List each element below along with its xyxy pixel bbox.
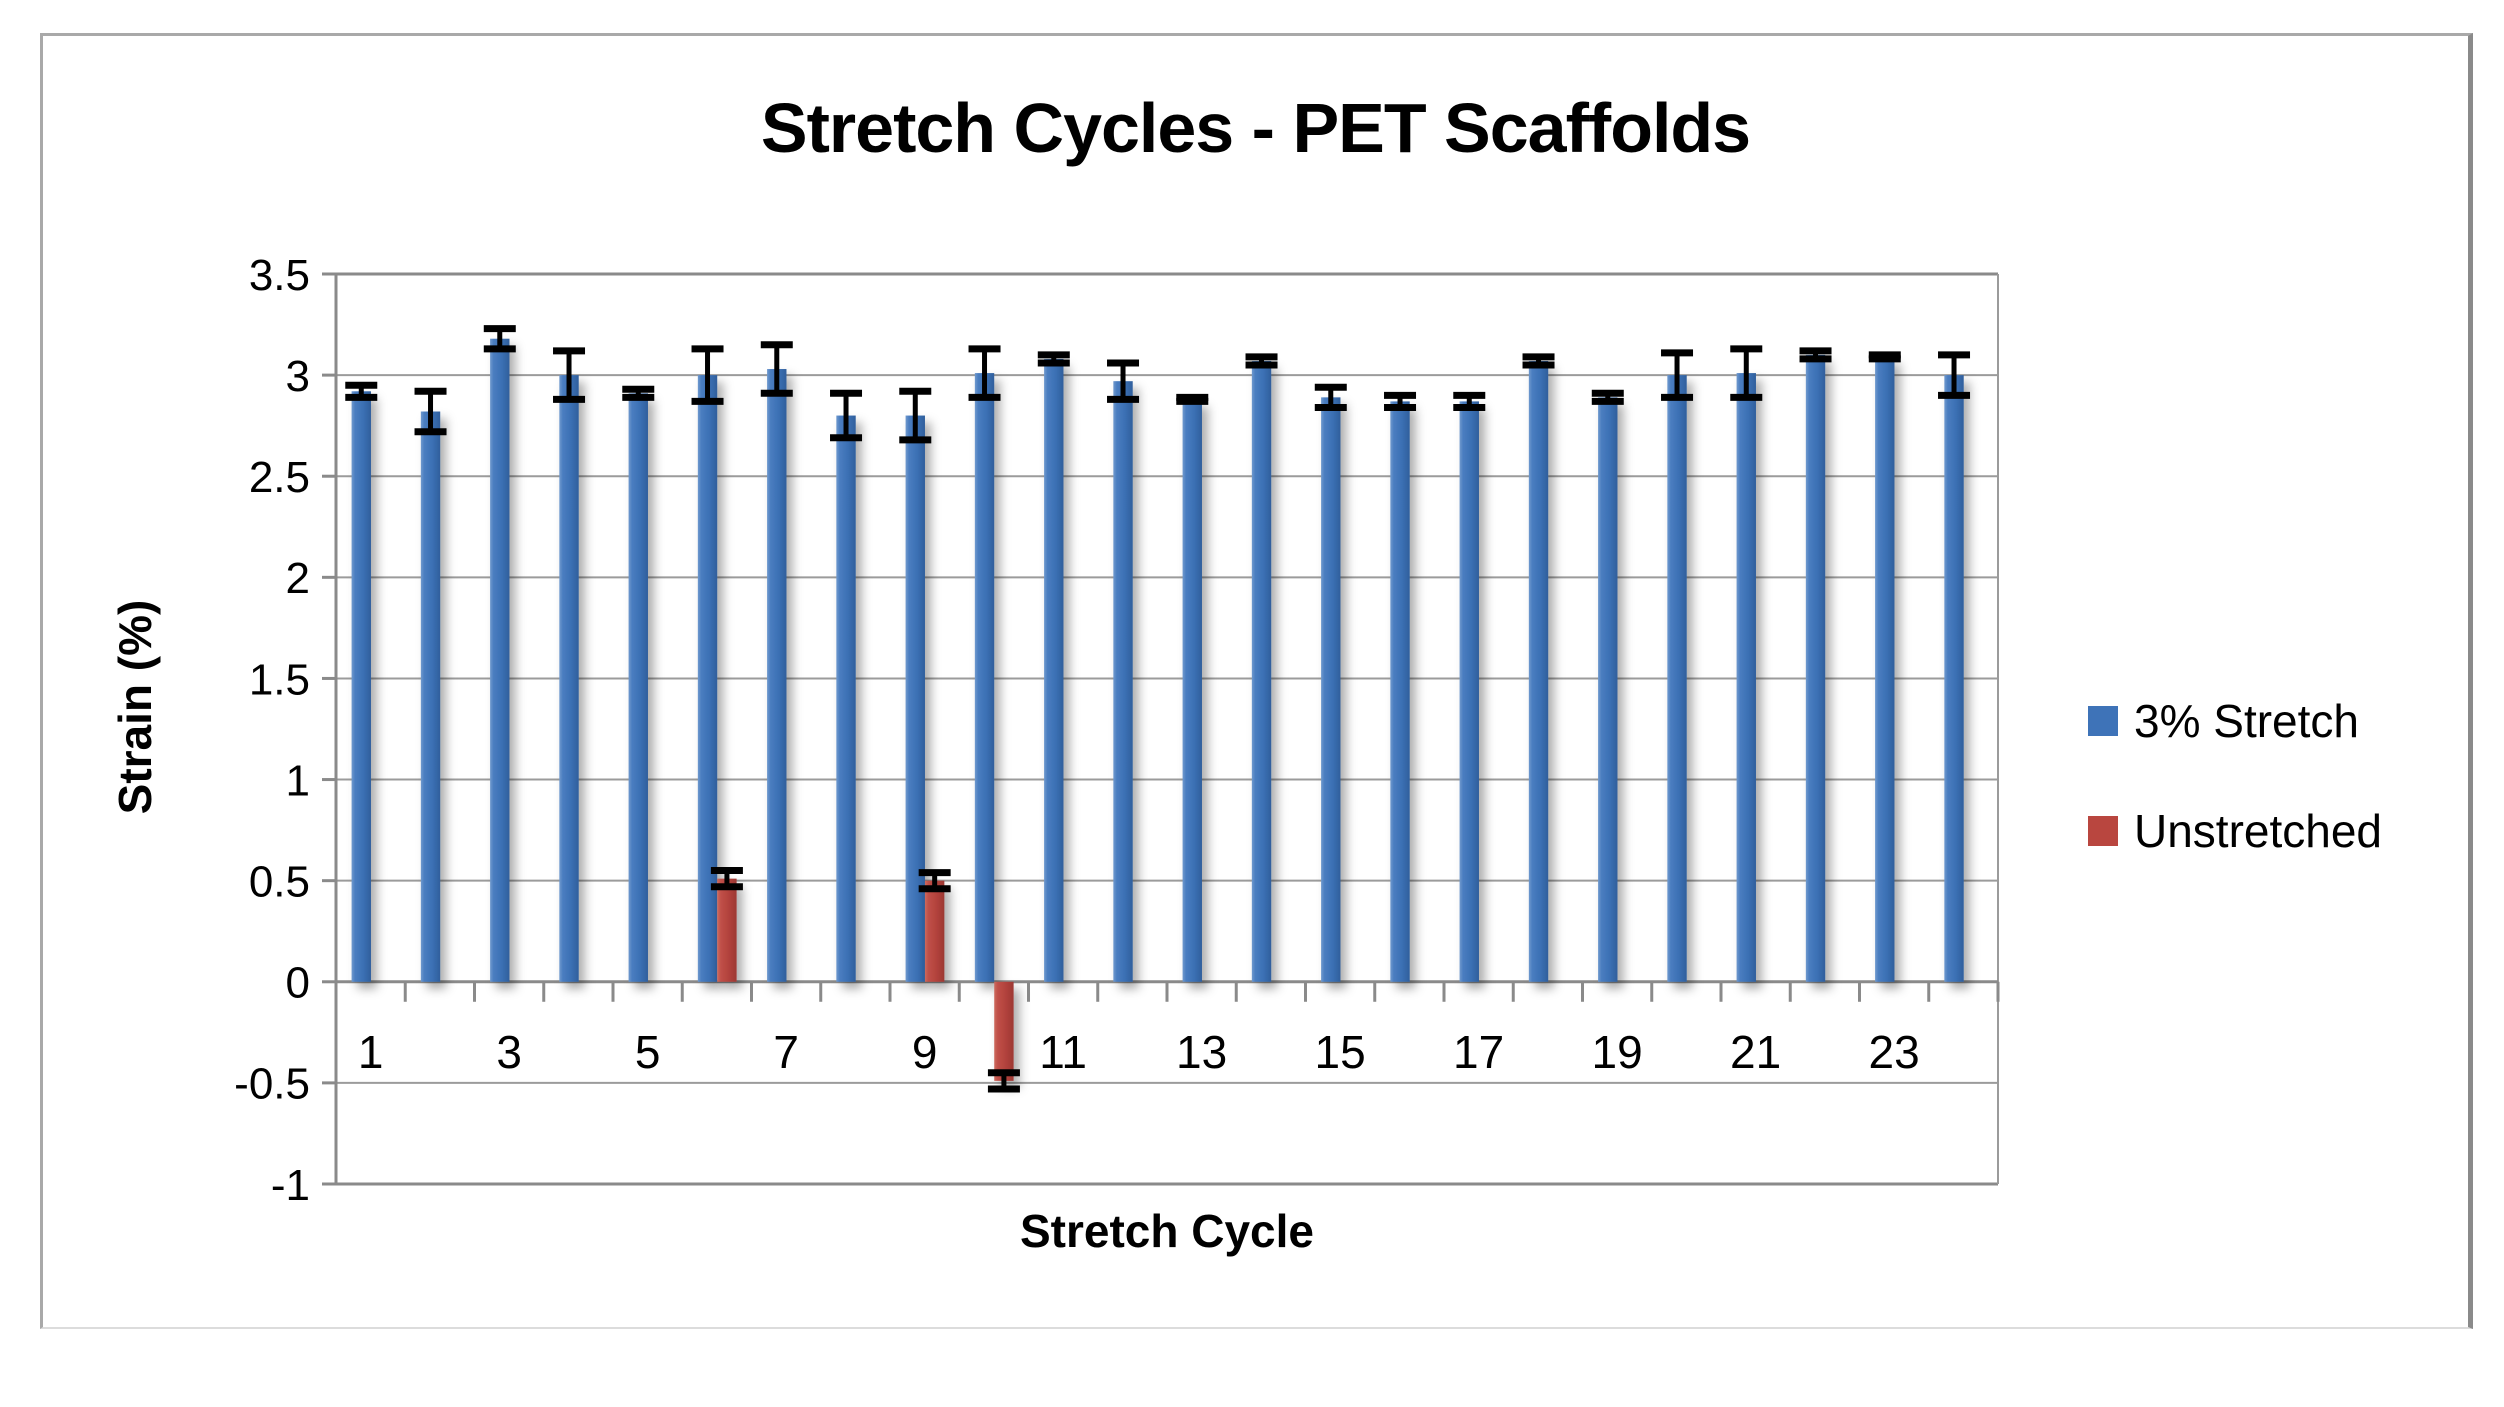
legend-item-3pct-stretch: 3% Stretch — [2088, 694, 2382, 748]
legend-label: 3% Stretch — [2134, 695, 2359, 747]
bar-3pct-stretch — [905, 415, 925, 982]
y-tick-label: 0.5 — [249, 858, 310, 907]
error-bar — [1661, 349, 1694, 401]
bar-3pct-stretch — [1113, 381, 1133, 982]
x-tick-label: 5 — [635, 1026, 661, 1078]
error-bar — [830, 389, 863, 442]
bar-unstretched — [924, 880, 945, 982]
legend-item-unstretched: Unstretched — [2088, 804, 2382, 858]
chart-title: Stretch Cycles - PET Scaffolds — [760, 89, 1751, 167]
error-bar — [1730, 345, 1763, 401]
bar-3pct-stretch — [351, 391, 371, 982]
x-tick-label: 3 — [496, 1026, 522, 1078]
bar-3pct-stretch — [1044, 358, 1064, 982]
y-tick-label: 1 — [286, 756, 310, 805]
error-bar — [1107, 359, 1140, 403]
error-bar — [414, 387, 447, 436]
error-bar — [1938, 351, 1971, 399]
error-bar — [1591, 389, 1624, 405]
bar-3pct-stretch — [1459, 401, 1479, 982]
bar-3pct-stretch — [697, 375, 718, 982]
error-bar — [1037, 351, 1070, 367]
x-tick-label: 23 — [1869, 1026, 1920, 1078]
error-bar — [622, 385, 655, 401]
error-bar — [899, 387, 932, 444]
y-tick-label: 2.5 — [249, 453, 310, 502]
error-bar — [1453, 391, 1486, 411]
error-bar — [760, 341, 793, 397]
y-tick-label: 1.5 — [249, 655, 310, 704]
bar-3pct-stretch — [1528, 360, 1549, 982]
bar-unstretched — [717, 878, 737, 982]
bar-3pct-stretch — [559, 375, 579, 982]
x-tick-label: 21 — [1730, 1026, 1781, 1078]
chart-frame: -1 -0.5 0 0.5 1 1.5 2 2.5 3 3.5 1 3 5 7 9 11 13 15 17 19 21 2… — [40, 33, 2473, 1329]
bar-3pct-stretch — [420, 411, 441, 982]
bar-3pct-stretch — [1598, 397, 1618, 982]
bar-unstretched — [994, 981, 1014, 1081]
error-bar — [1799, 347, 1832, 363]
bar-3pct-stretch — [1390, 401, 1410, 982]
bar-3pct-stretch — [1805, 354, 1826, 982]
error-bar — [987, 1069, 1020, 1093]
x-tick-label: 17 — [1453, 1026, 1504, 1078]
bar-3pct-stretch — [974, 373, 995, 982]
bar-3pct-stretch — [1321, 397, 1341, 982]
bar-3pct-stretch — [1251, 360, 1272, 982]
bar-3pct-stretch — [1667, 375, 1687, 982]
x-tick-label: 7 — [773, 1026, 799, 1078]
bar-3pct-stretch — [1182, 399, 1202, 982]
error-bar — [710, 867, 743, 891]
error-bar — [1868, 351, 1901, 363]
y-tick-label: 3.5 — [249, 251, 310, 300]
y-tick-label: 3 — [286, 352, 310, 401]
legend-swatch-blue-icon — [2088, 706, 2118, 736]
y-tick-label: 2 — [286, 554, 310, 603]
y-axis-title: Strain (%) — [109, 599, 161, 815]
error-bar — [1314, 383, 1347, 411]
error-bar — [918, 869, 951, 893]
x-tick-label: 1 — [358, 1026, 384, 1078]
plot-area: -1-0.500.511.522.533.51 3 5 7 9 11 13 15 17 19 21 2… — [234, 251, 2000, 1210]
error-bar — [1245, 353, 1278, 369]
bar-3pct-stretch — [1736, 373, 1756, 982]
legend: 3% Stretch Unstretched — [2088, 694, 2382, 858]
error-bar — [483, 325, 516, 353]
error-bar — [345, 381, 378, 401]
error-bar — [1384, 391, 1417, 411]
x-tick-label: 15 — [1315, 1026, 1366, 1078]
bar-3pct-stretch — [1875, 356, 1895, 982]
legend-swatch-red-icon — [2088, 816, 2118, 846]
error-bar — [1522, 353, 1555, 369]
y-tick-label: 0 — [286, 959, 310, 1008]
legend-label: Unstretched — [2134, 805, 2383, 857]
bar-3pct-stretch — [628, 393, 648, 982]
error-bar — [553, 347, 586, 403]
error-bar — [691, 345, 724, 405]
x-axis-title: Stretch Cycle — [1019, 1205, 1314, 1257]
x-tick-label: 13 — [1176, 1026, 1227, 1078]
error-bar — [968, 345, 1001, 401]
y-tick-label: -1 — [271, 1161, 310, 1210]
bar-3pct-stretch — [836, 415, 856, 982]
bar-3pct-stretch — [1944, 375, 1964, 982]
bar-3pct-stretch — [490, 338, 510, 982]
x-tick-label: 9 — [912, 1026, 938, 1078]
x-tick-label: 11 — [1039, 1026, 1087, 1078]
error-bar — [1176, 393, 1209, 405]
x-tick-label: 19 — [1592, 1026, 1643, 1078]
bar-3pct-stretch — [767, 369, 787, 982]
y-tick-label: -0.5 — [234, 1060, 310, 1109]
